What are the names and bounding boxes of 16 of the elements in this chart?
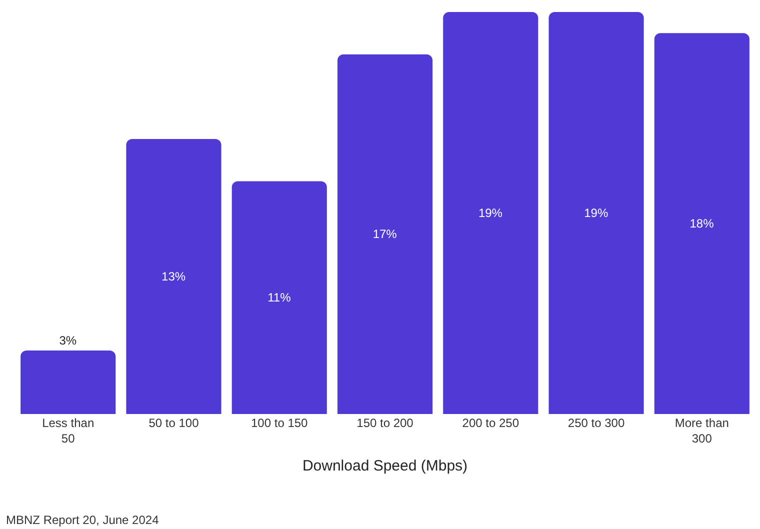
data-label: 18%: [690, 216, 714, 231]
x-tick-label: 100 to 150: [251, 416, 308, 430]
x-tick-label: More than 300: [674, 416, 729, 446]
data-label: 19%: [478, 206, 503, 220]
data-label: 3%: [59, 334, 77, 348]
x-tick-label: 200 to 250: [462, 416, 520, 430]
x-tick-label: 150 to 200: [356, 416, 414, 430]
data-label: 13%: [162, 269, 186, 284]
text: MBNZ Report 20, June 2024: [6, 513, 160, 527]
x-tick-label: Less than 50: [42, 416, 94, 446]
x-tick-label: 250 to 300: [568, 416, 625, 430]
data-label: 19%: [584, 206, 608, 220]
data-label: 11%: [268, 290, 292, 305]
x-tick-label: 50 to 100: [148, 416, 200, 430]
x-axis-title: Download Speed (Mbps): [302, 458, 468, 475]
data-label: 17%: [372, 227, 398, 242]
